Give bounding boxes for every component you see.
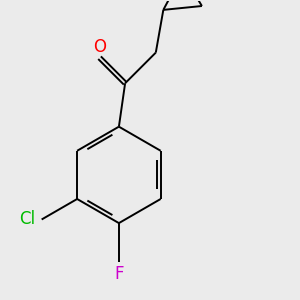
Text: O: O: [93, 38, 106, 56]
Text: F: F: [114, 265, 124, 283]
Text: Cl: Cl: [19, 211, 35, 229]
